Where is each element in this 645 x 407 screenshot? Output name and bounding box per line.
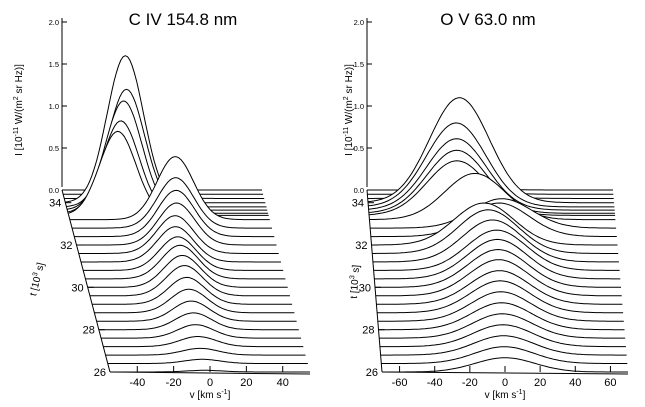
- z-tick-label: 0.5: [49, 144, 59, 153]
- chart-title: C IV 154.8 nm: [129, 10, 238, 29]
- curves-group: [62, 55, 310, 373]
- chart-ov: O V 63.0 nm 0.0 0.5 1.0 1.5 2.0 I [10-11 W/(…: [343, 10, 629, 401]
- z-tick-label: 0.5: [354, 144, 364, 153]
- v-tick-label: -60: [392, 377, 408, 389]
- profile-curve-0: [382, 357, 628, 373]
- t-tick-label: 32: [60, 240, 72, 252]
- v-tick-label: 0: [502, 377, 508, 389]
- v-tick-label: 20: [240, 377, 252, 389]
- t-ticks: 26 28 30 32 34: [352, 198, 388, 379]
- z-ticks: 0.0 0.5 1.0 1.5 2.0: [49, 18, 67, 195]
- v-ticks: -60 -40 -20 0 20 40 60: [392, 366, 617, 389]
- profile-curve-3: [103, 336, 304, 348]
- chart-civ: C IV 154.8 nm 0.0 0.5 1.0 1.5 2.0 I [10-11 W…: [13, 10, 311, 401]
- z-tick-label: 1.0: [49, 102, 59, 111]
- profile-curve-1: [107, 358, 308, 364]
- t-tick-label: 26: [366, 367, 378, 379]
- v-tick-label: 0: [207, 377, 213, 389]
- v-axis-line: [109, 371, 311, 375]
- profile-curve-6: [96, 300, 297, 322]
- z-tick-label: 1.5: [354, 60, 364, 69]
- t-tick-label: 28: [362, 325, 374, 337]
- profile-curve-1: [381, 346, 628, 364]
- v-axis-line: [381, 371, 629, 375]
- t-axis-line: [366, 189, 383, 373]
- z-tick-label: 0.0: [354, 186, 364, 195]
- t-tick-label: 30: [71, 282, 83, 294]
- z-tick-label: 1.5: [49, 60, 59, 69]
- t-axis-line: [61, 189, 111, 373]
- v-tick-label: -40: [129, 377, 145, 389]
- v-tick-label: -20: [462, 377, 478, 389]
- t-ticks: 26 28 30 32 34: [49, 198, 116, 379]
- profile-curve-2: [380, 335, 627, 356]
- v-axis-label: v [km s-1]: [485, 389, 526, 401]
- profile-curve-2: [105, 347, 306, 356]
- t-axis-label: t [103 s]: [27, 261, 47, 297]
- t-tick-label: 34: [49, 198, 61, 210]
- z-ticks: 0.0 0.5 1.0 1.5 2.0: [354, 18, 372, 195]
- z-tick-label: 1.0: [354, 102, 364, 111]
- t-tick-label: 28: [83, 325, 95, 337]
- t-axis-label: t [103 s]: [348, 264, 362, 299]
- t-tick-label: 32: [355, 240, 367, 252]
- z-axis-label: I [10-11 W/(m2 sr Hz)]: [13, 64, 25, 156]
- v-tick-label: 40: [569, 377, 581, 389]
- t-tick-label: 34: [352, 198, 364, 210]
- v-tick-label: 60: [604, 377, 616, 389]
- z-tick-label: 0.0: [49, 186, 59, 195]
- t-tick-label: 30: [359, 282, 371, 294]
- profile-curve-4: [101, 324, 302, 339]
- v-axis-label: v [km s-1]: [190, 389, 231, 401]
- v-tick-label: 40: [277, 377, 289, 389]
- z-tick-label: 2.0: [49, 18, 59, 27]
- chart-title: O V 63.0 nm: [440, 10, 535, 29]
- v-tick-label: 20: [534, 377, 546, 389]
- v-tick-label: -20: [166, 377, 182, 389]
- v-tick-label: -40: [427, 377, 443, 389]
- profile-curve-5: [98, 312, 299, 331]
- curves-group: [367, 97, 628, 373]
- v-ticks: -40 -20 0 20 40: [129, 366, 289, 389]
- z-tick-label: 2.0: [354, 18, 364, 27]
- z-axis-label: I [10-11 W/(m2 sr Hz)]: [343, 64, 355, 156]
- t-tick-label: 26: [94, 367, 106, 379]
- profile-curve-18: [369, 173, 616, 221]
